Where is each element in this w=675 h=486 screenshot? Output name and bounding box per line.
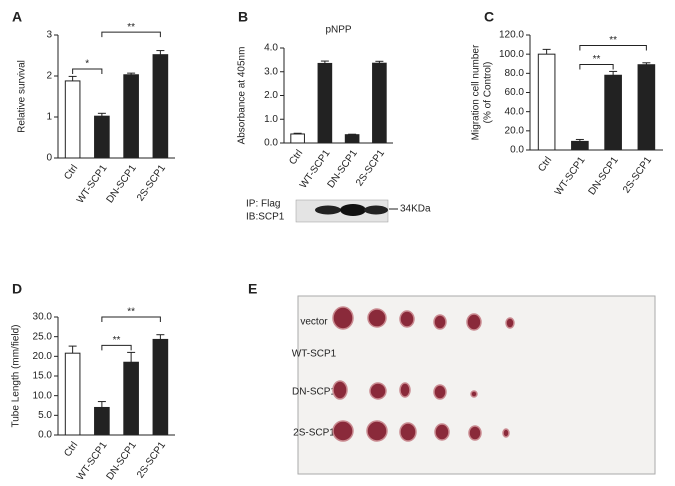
y-tick-label: 25.0	[33, 331, 53, 342]
significance-label: **	[593, 54, 601, 65]
significance-label: **	[127, 22, 135, 33]
y-tick-label: 0.0	[264, 138, 278, 149]
y-tick-label: 15.0	[33, 371, 53, 382]
bar	[152, 338, 169, 436]
x-tick-label: 2S-SCP1	[354, 148, 387, 189]
panel-letter: C	[484, 9, 494, 25]
bar	[571, 140, 589, 151]
row-label: vector	[300, 317, 328, 328]
significance-bracket	[101, 344, 132, 351]
significance-bracket	[101, 31, 161, 38]
row-label: WT-SCP1	[292, 349, 337, 360]
bar	[604, 74, 622, 151]
x-tick-label: Ctrl	[62, 440, 80, 459]
y-tick-label: 2.0	[264, 90, 278, 101]
tumor-photo: vector WT-SCP1 DN-SCP1 2S-SCP1	[292, 295, 656, 475]
y-tick-label: 3	[46, 30, 52, 41]
significance-bracket	[579, 64, 614, 70]
x-tick-label: DN-SCP1	[587, 155, 621, 198]
bar	[372, 62, 387, 144]
bar	[123, 74, 139, 159]
y-tick-label: 30.0	[33, 312, 53, 323]
blot-label: IB:SCP1	[246, 212, 285, 223]
x-tick-label: WT-SCP1	[553, 155, 588, 198]
significance-label: *	[85, 59, 89, 70]
x-tick-label: 2S-SCP1	[621, 155, 654, 196]
bar	[94, 406, 110, 436]
significance-label: **	[113, 335, 121, 346]
blot: IP: Flag IB:SCP1 34KDa	[246, 199, 431, 223]
y-axis-label: Migration cell number	[471, 44, 482, 140]
bar	[123, 361, 139, 436]
bar	[344, 134, 360, 144]
panel-letter: A	[12, 9, 22, 25]
y-axis-label: Relative survival	[17, 60, 28, 133]
y-tick-label: 2	[46, 71, 52, 82]
bar	[290, 133, 305, 144]
y-tick-label: 5.0	[38, 410, 52, 421]
bar	[152, 54, 169, 159]
bar	[94, 115, 110, 159]
y-tick-label: 3.0	[264, 66, 278, 77]
y-tick-label: 0	[46, 153, 52, 164]
y-tick-label: 20.0	[505, 125, 525, 136]
y-tick-label: 0.0	[510, 145, 524, 156]
x-tick-label: DN-SCP1	[105, 440, 139, 483]
bar	[317, 62, 333, 144]
x-tick-label: Ctrl	[536, 155, 554, 174]
y-tick-label: 120.0	[499, 30, 524, 41]
row-label: 2S-SCP1	[293, 428, 335, 439]
y-tick-label: 0.0	[38, 430, 52, 441]
row-label: DN-SCP1	[292, 387, 336, 398]
blot-label: IP: Flag	[246, 199, 280, 210]
significance-bracket	[72, 68, 103, 75]
y-tick-label: 10.0	[33, 390, 53, 401]
x-tick-label: Ctrl	[287, 148, 305, 167]
y-tick-label: 40.0	[505, 106, 525, 117]
bar	[637, 64, 656, 151]
y-axis-label: Absorbance at 405nm	[237, 47, 248, 145]
x-tick-label: 2S-SCP1	[135, 163, 168, 204]
x-tick-label: DN-SCP1	[105, 163, 139, 206]
y-tick-label: 60.0	[505, 87, 525, 98]
significance-label: **	[609, 35, 617, 46]
panel-letter: E	[248, 281, 257, 297]
x-tick-label: Ctrl	[62, 163, 80, 182]
chart-title: pNPP	[325, 25, 351, 36]
y-tick-label: 1	[46, 112, 52, 123]
blot-marker: 34KDa	[400, 204, 431, 215]
y-axis-label: (% of Control)	[483, 62, 494, 124]
x-tick-label: 2S-SCP1	[135, 440, 168, 481]
y-tick-label: 20.0	[33, 351, 53, 362]
y-tick-label: 1.0	[264, 114, 278, 125]
y-tick-label: 100.0	[499, 49, 524, 60]
panel-letter: D	[12, 281, 22, 297]
panel-letter: B	[238, 9, 248, 25]
bar	[64, 352, 81, 436]
significance-bracket	[579, 45, 647, 51]
y-axis-label: Tube Length (mm/field)	[11, 324, 22, 427]
y-tick-label: 4.0	[264, 43, 278, 54]
significance-bracket	[101, 316, 161, 322]
bar	[537, 53, 556, 151]
bar	[64, 80, 81, 159]
significance-label: **	[127, 307, 135, 318]
y-tick-label: 80.0	[505, 68, 525, 79]
